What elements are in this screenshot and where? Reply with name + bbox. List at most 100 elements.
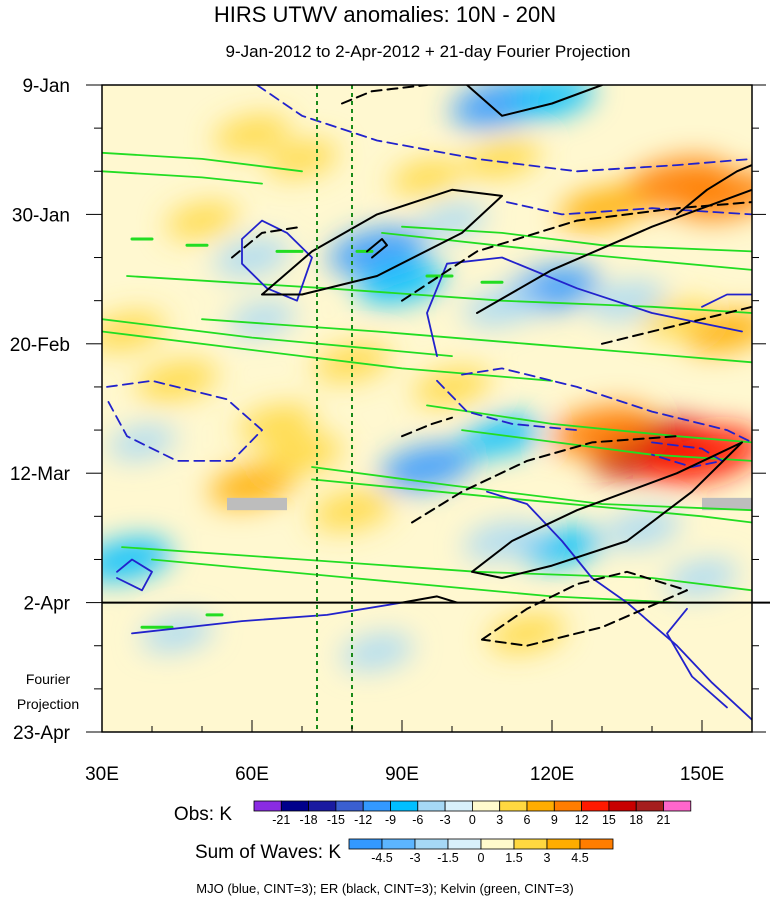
er-contour-negative	[401, 416, 453, 438]
waves-colorbar-swatch	[381, 838, 416, 850]
y-tick-label: 12-Mar	[10, 464, 71, 485]
mjo-contour-negative	[256, 85, 752, 173]
obs-colorbar-swatch	[581, 800, 610, 812]
anomaly-patch	[463, 522, 541, 560]
mjo-contour	[116, 558, 153, 592]
obs-colorbar-swatch	[390, 800, 419, 812]
fourier-label-line1: Fourier	[26, 671, 71, 687]
obs-colorbar-swatch	[280, 800, 309, 812]
anomaly-patch	[265, 140, 339, 177]
obs-colorbar-level-label: 3	[496, 813, 503, 827]
er-contour-negative	[601, 305, 752, 345]
mjo-contour-negative	[106, 379, 263, 462]
missing-data-patch	[227, 497, 287, 511]
er-contour	[401, 595, 458, 604]
obs-colorbar-swatch	[471, 800, 501, 812]
obs-colorbar-level-label: 12	[575, 813, 589, 827]
waves-colorbar-level-label: 3	[544, 851, 551, 865]
anomaly-patch	[165, 202, 239, 239]
anomaly-patch	[213, 115, 291, 154]
waves-colorbar-swatch	[546, 838, 581, 850]
er-contour	[366, 238, 388, 259]
er-contour-negative	[411, 435, 678, 524]
waves-colorbar-swatch	[348, 838, 383, 850]
kelvin-contour	[311, 478, 752, 524]
obs-colorbar-level-label: 0	[469, 813, 476, 827]
obs-colorbar-swatch	[526, 800, 555, 812]
kelvin-contour	[151, 558, 678, 604]
obs-colorbar-level-label: 18	[629, 813, 643, 827]
obs-colorbar-swatch	[335, 800, 364, 812]
anomaly-patch	[463, 139, 541, 178]
obs-colorbar-label: Obs: K	[174, 804, 232, 825]
anomaly-patch	[461, 416, 543, 457]
kelvin-contour	[102, 151, 303, 173]
obs-colorbar-level-label: 9	[551, 813, 558, 827]
x-tick-label: 30E	[85, 764, 119, 785]
plot-frame	[101, 84, 753, 733]
kelvin-contour	[121, 546, 752, 592]
waves-colorbar-swatch	[480, 838, 515, 850]
er-contour-negative	[341, 85, 428, 105]
anomaly-patch	[102, 312, 166, 351]
er-contour-negative	[231, 225, 303, 259]
mjo-contour	[131, 601, 403, 635]
waves-colorbar-level-label: -1.5	[437, 851, 459, 865]
obs-colorbar-level-label: -3	[440, 813, 451, 827]
waves-colorbar-level-label: 4.5	[571, 851, 588, 865]
y-axis: 9-Jan 30-Jan 20-Feb 12-Mar 2-Apr 23-Apr	[10, 76, 766, 744]
wave-legend-text: MJO (blue, CINT=3); ER (black, CINT=3); …	[196, 881, 573, 896]
kelvin-contour	[102, 318, 453, 357]
waves-colorbar-swatch	[447, 838, 482, 850]
er-contour	[676, 164, 752, 216]
mjo-contour	[426, 256, 743, 357]
kelvin-contour	[426, 404, 752, 444]
kelvin-contour	[311, 466, 752, 512]
kelvin-contour	[401, 225, 752, 253]
mjo-contour	[666, 607, 728, 709]
anomaly-patch	[140, 615, 214, 652]
waves-colorbar: -4.5 -3 -1.5 0 1.5 3 4.5	[348, 838, 614, 865]
obs-colorbar-swatch	[417, 800, 446, 812]
mjo-contour	[701, 293, 752, 308]
y-tick-label: 23-Apr	[13, 723, 71, 744]
missing-data-layer	[227, 497, 752, 511]
obs-colorbar-swatch	[553, 800, 582, 812]
obs-colorbar-level-label: 6	[524, 813, 531, 827]
x-tick-label: 150E	[680, 764, 724, 785]
waves-colorbar-label: Sum of Waves: K	[195, 842, 341, 863]
anomaly-patch	[521, 527, 603, 568]
kelvin-contour	[381, 232, 752, 271]
anomaly-patch	[136, 360, 218, 401]
x-tick-label: 60E	[235, 764, 269, 785]
mjo-contour	[486, 490, 752, 721]
kelvin-contour	[102, 330, 553, 382]
obs-colorbar-swatch	[253, 800, 282, 812]
waves-colorbar-level-label: -3	[409, 851, 420, 865]
anomaly-patch	[357, 260, 447, 305]
anomaly-patch	[488, 614, 566, 653]
obs-colorbar-level-label: 21	[657, 813, 671, 827]
anomaly-patch	[413, 367, 491, 406]
waves-colorbar-level-label: 0	[478, 851, 485, 865]
obs-colorbar-swatch	[635, 800, 664, 812]
kelvin-contour	[126, 275, 752, 314]
x-tick-label: 120E	[530, 764, 574, 785]
mjo-contour-negative	[436, 379, 578, 431]
obs-colorbar-swatch	[362, 800, 391, 812]
obs-colorbar-swatch	[608, 800, 637, 812]
er-contour	[476, 188, 752, 314]
waves-colorbar-swatch	[414, 838, 449, 850]
obs-colorbar-level-label: -21	[272, 813, 290, 827]
plot-area	[102, 85, 752, 732]
anomaly-patch	[238, 404, 316, 443]
er-contour-negative	[401, 201, 752, 302]
waves-colorbar-level-label: 1.5	[505, 851, 522, 865]
mjo-contour-negative	[461, 367, 752, 444]
anomaly-patch	[559, 187, 645, 230]
waves-colorbar-swatch	[579, 838, 614, 850]
obs-colorbar-level-label: -18	[300, 813, 318, 827]
anomaly-patch	[463, 287, 541, 326]
obs-colorbar-swatch	[308, 800, 337, 812]
